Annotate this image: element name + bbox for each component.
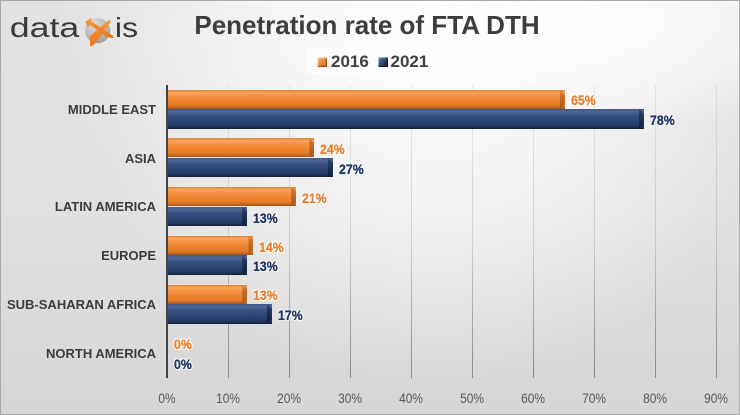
svg-text:is: is (115, 13, 138, 43)
svg-text:data: data (10, 12, 80, 43)
